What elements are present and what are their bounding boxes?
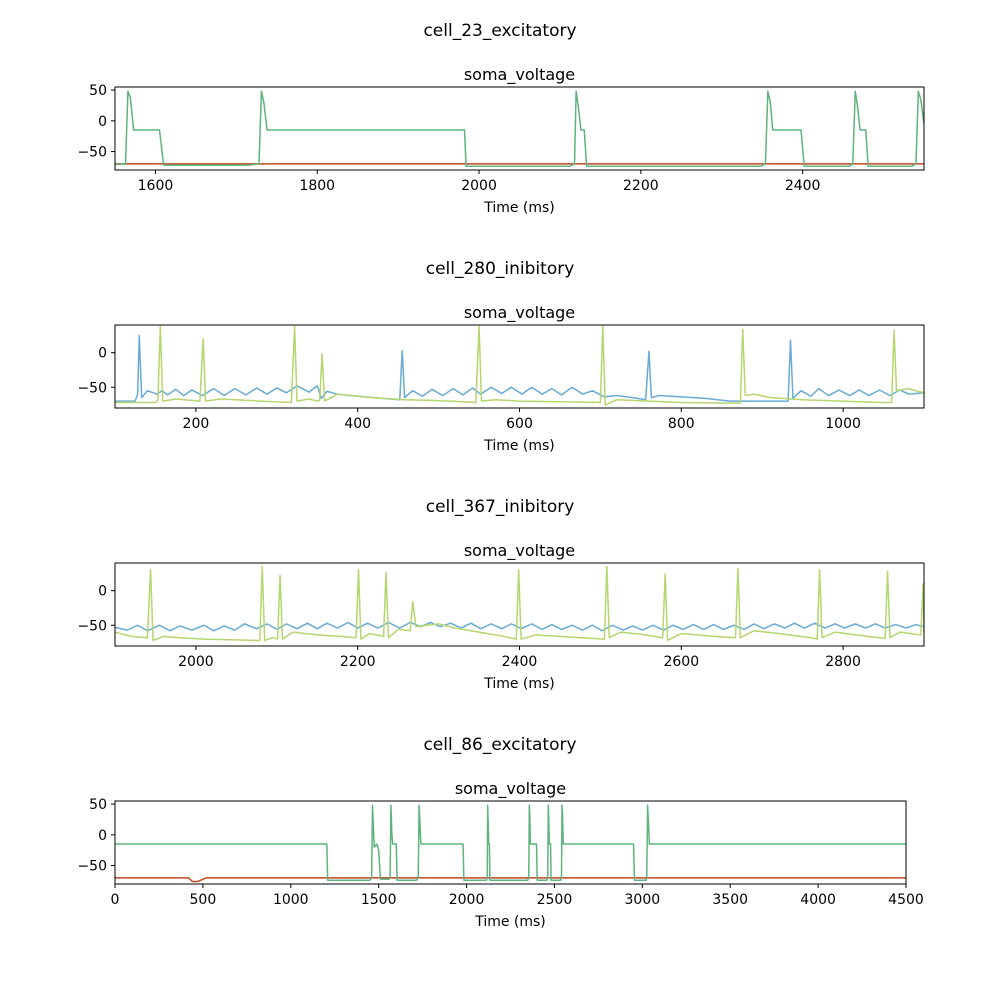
x-tick-label: 0 (111, 892, 120, 908)
axes-title: soma_voltage (455, 779, 566, 799)
plot-area (115, 325, 924, 406)
axes-frame (114, 86, 925, 171)
axes-frame (114, 800, 907, 885)
x-axis-label: Time (ms) (483, 200, 555, 216)
y-tick-label: −50 (77, 145, 107, 161)
x-tick-label: 2200 (340, 654, 376, 670)
plot-area (115, 804, 906, 883)
x-tick-label: 800 (668, 416, 695, 432)
subplot-3: cell_367_inibitory soma_voltage 2000 2200 24… (77, 497, 925, 692)
x-tick-label: 2800 (825, 654, 861, 670)
x-tick-label: 200 (183, 416, 210, 432)
x-tick-label: 2400 (785, 178, 821, 194)
x-tick-label: 2200 (623, 178, 659, 194)
x-tick-label: 2500 (537, 892, 573, 908)
x-tick-label: 600 (506, 416, 533, 432)
x-axis-label: Time (ms) (483, 676, 555, 692)
x-tick-label: 1800 (299, 178, 335, 194)
y-tick-label: −50 (77, 380, 107, 396)
series-line-2 (115, 90, 924, 168)
x-tick-label: 2400 (502, 654, 538, 670)
cell-title: cell_23_excitatory (423, 21, 576, 41)
x-tick-label: 1000 (825, 416, 861, 432)
y-tick-label: 0 (98, 114, 107, 130)
series-line-2 (115, 804, 906, 882)
cell-title: cell_367_inibitory (426, 497, 575, 517)
series-line-1 (115, 877, 906, 883)
x-tick-label: 2000 (178, 654, 214, 670)
y-tick-label: −50 (77, 618, 107, 634)
x-axis-label: Time (ms) (483, 438, 555, 454)
subplot-2: cell_280_inibitory soma_voltage 200 400 600 8… (77, 259, 925, 454)
axes-title: soma_voltage (464, 65, 575, 85)
subplot-1: cell_23_excitatory soma_voltage 1600 1800 20… (77, 21, 925, 216)
x-tick-label: 2000 (461, 178, 497, 194)
y-tick-label: 50 (89, 797, 107, 813)
y-tick-label: 0 (98, 584, 107, 600)
x-tick-label: 3000 (625, 892, 661, 908)
cell-title: cell_86_excitatory (423, 735, 576, 755)
x-tick-label: 1600 (138, 178, 174, 194)
x-tick-label: 400 (344, 416, 371, 432)
x-tick-label: 1000 (273, 892, 309, 908)
y-tick-label: 0 (98, 346, 107, 362)
y-tick-label: −50 (77, 859, 107, 875)
x-tick-label: 2000 (449, 892, 485, 908)
plot-area (115, 565, 924, 642)
axes-frame (114, 324, 925, 409)
x-tick-label: 4000 (800, 892, 836, 908)
axes-title: soma_voltage (464, 541, 575, 561)
x-tick-label: 4500 (888, 892, 924, 908)
x-tick-label: 1500 (361, 892, 397, 908)
cell-title: cell_280_inibitory (426, 259, 575, 279)
series-line-1 (115, 621, 924, 632)
x-axis-label: Time (ms) (474, 914, 546, 930)
series-line-1 (115, 334, 924, 402)
series-line-2 (115, 565, 924, 642)
x-tick-label: 3500 (712, 892, 748, 908)
y-tick-label: 0 (98, 828, 107, 844)
x-tick-label: 2600 (663, 654, 699, 670)
series-line-2 (115, 325, 924, 406)
x-tick-label: 500 (190, 892, 217, 908)
plot-area (115, 90, 924, 168)
y-tick-label: 50 (89, 83, 107, 99)
axes-title: soma_voltage (464, 303, 575, 323)
